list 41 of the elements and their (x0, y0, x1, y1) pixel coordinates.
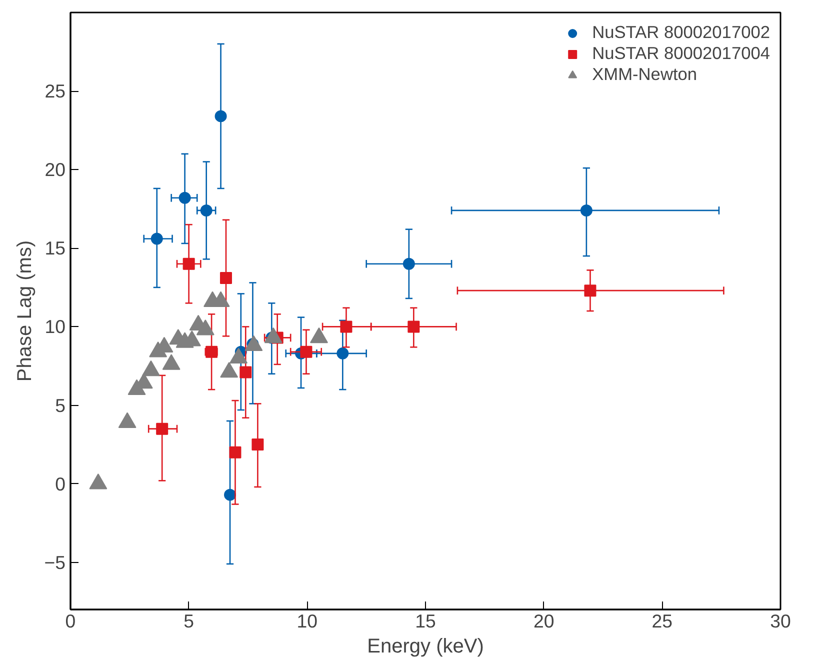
legend-label: NuSTAR 80002017004 (592, 43, 770, 64)
point (200, 204, 212, 216)
legend-label: XMM-Newton (592, 64, 698, 85)
x-tick-label: 25 (652, 610, 673, 632)
point (220, 272, 232, 284)
point (402, 258, 415, 270)
x-tick-label: 20 (533, 610, 554, 632)
point (89, 474, 108, 490)
point (230, 348, 248, 364)
y-tick-label: 25 (44, 80, 66, 102)
y-tick-label: 10 (44, 316, 66, 338)
x-axis-title: Energy (keV) (367, 636, 484, 658)
point (220, 362, 238, 378)
point (336, 347, 349, 360)
point (214, 110, 227, 122)
y-tick-label: 15 (44, 238, 66, 259)
point (300, 346, 312, 358)
x-tick-label: 5 (184, 610, 194, 632)
point (178, 192, 191, 204)
point (310, 327, 328, 344)
y-tick-label: 0 (55, 473, 66, 494)
x-tick-label: 15 (415, 610, 436, 632)
point (162, 354, 180, 370)
point (142, 360, 160, 376)
y-tick-label: 5 (55, 394, 66, 416)
x-tick-label: 10 (296, 610, 318, 632)
x-tick-label: 30 (770, 610, 791, 632)
point (118, 412, 136, 428)
point (182, 258, 195, 270)
y-axis-title: Phase Lag (ms) (14, 240, 36, 382)
point (264, 327, 282, 344)
y-tick-label: −5 (44, 552, 66, 573)
legend-label: NuSTAR 80002017002 (592, 22, 770, 43)
point (580, 204, 592, 216)
point (340, 320, 352, 333)
point (584, 284, 596, 297)
point (196, 320, 214, 336)
y-tick-label: 20 (44, 159, 66, 180)
point (408, 320, 420, 333)
point (244, 335, 263, 351)
point (150, 232, 163, 245)
